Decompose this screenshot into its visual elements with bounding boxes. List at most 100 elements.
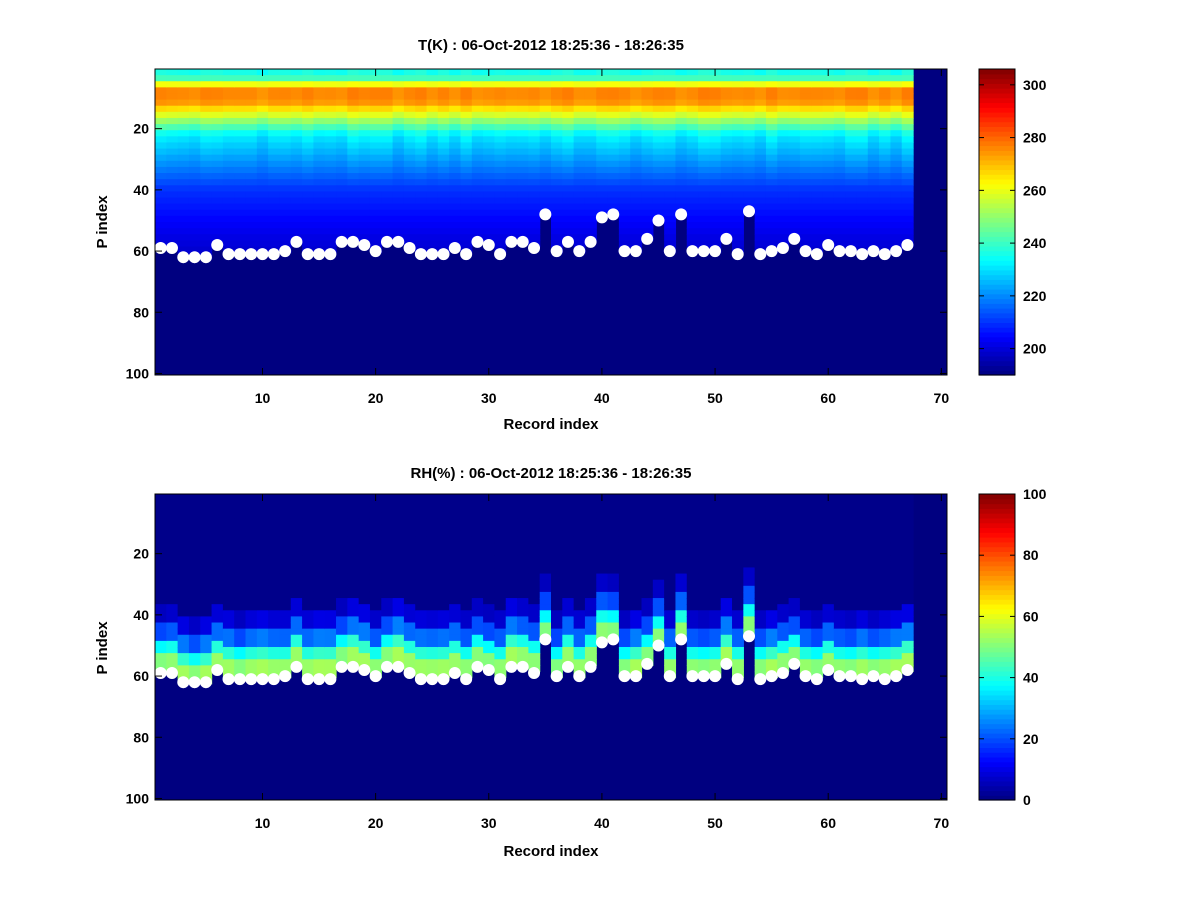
heatmap-cell: [867, 69, 880, 76]
heatmap-cell: [856, 69, 869, 76]
heatmap-cell: [754, 222, 767, 229]
heatmap-cell: [381, 549, 394, 556]
heatmap-cell: [222, 640, 235, 648]
heatmap-cell: [358, 87, 371, 95]
heatmap-cell: [336, 148, 348, 156]
heatmap-cell: [471, 117, 484, 125]
heatmap-cell: [166, 530, 179, 538]
heatmap-cell: [675, 179, 688, 186]
heatmap-cell: [879, 240, 892, 248]
surface-marker: [256, 248, 269, 261]
surface-marker: [460, 673, 473, 686]
heatmap-cell: [867, 653, 880, 660]
heatmap-cell: [381, 209, 394, 217]
heatmap-cell: [415, 500, 428, 507]
heatmap-cell: [754, 105, 767, 113]
heatmap-cell: [392, 228, 405, 235]
heatmap-cell: [720, 191, 733, 199]
heatmap-cell: [630, 647, 643, 654]
heatmap-cell: [313, 222, 326, 229]
heatmap-cell: [505, 579, 518, 587]
heatmap-cell: [777, 209, 790, 217]
heatmap-cell: [471, 179, 484, 186]
heatmap-cell: [290, 160, 303, 168]
heatmap-cell: [845, 130, 858, 137]
heatmap-cell: [551, 616, 563, 624]
heatmap-cell: [234, 203, 247, 211]
heatmap-cell: [268, 653, 281, 660]
heatmap-cell: [222, 124, 235, 131]
heatmap-cell: [290, 228, 303, 235]
heatmap-cell: [517, 154, 529, 162]
heatmap-cell: [279, 518, 292, 526]
heatmap-cell: [607, 500, 620, 507]
heatmap-cell: [471, 610, 484, 617]
heatmap-cell: [358, 69, 371, 76]
heatmap-cell: [166, 634, 179, 642]
heatmap-cell: [324, 197, 337, 205]
heatmap-cell: [177, 142, 190, 150]
heatmap-cell: [188, 228, 201, 235]
heatmap-cell: [460, 512, 473, 520]
colorbar-step: [979, 245, 1015, 252]
heatmap-cell: [822, 549, 835, 556]
heatmap-cell: [777, 99, 790, 107]
colorbar-step: [979, 618, 1015, 624]
heatmap-cell: [347, 494, 360, 501]
heatmap-cell: [562, 209, 575, 217]
colorbar-step: [979, 207, 1015, 214]
heatmap-column: [155, 69, 167, 248]
heatmap-cell: [765, 530, 778, 538]
heatmap-cell: [268, 549, 281, 556]
heatmap-cell: [675, 136, 688, 144]
heatmap-cell: [505, 536, 518, 544]
heatmap-cell: [879, 179, 892, 186]
heatmap-cell: [573, 185, 586, 192]
heatmap-cell: [222, 506, 235, 513]
heatmap-cell: [890, 573, 903, 581]
heatmap-column: [245, 69, 258, 254]
heatmap-cell: [686, 579, 699, 587]
heatmap-cell: [471, 573, 484, 581]
heatmap-cell: [856, 494, 869, 501]
heatmap-cell: [494, 179, 507, 186]
heatmap-cell: [765, 536, 778, 544]
heatmap-cell: [302, 512, 314, 520]
heatmap-cell: [336, 173, 348, 180]
colorbar-step: [979, 155, 1015, 161]
heatmap-cell: [494, 555, 507, 562]
heatmap-cell: [279, 222, 292, 229]
surface-marker: [279, 245, 292, 258]
surface-marker: [211, 238, 224, 251]
heatmap-cell: [879, 173, 892, 180]
heatmap-cell: [641, 622, 654, 630]
heatmap-cell: [607, 93, 620, 101]
heatmap-cell: [754, 506, 767, 513]
heatmap-cell: [155, 647, 167, 654]
surface-marker: [188, 251, 201, 264]
heatmap-cell: [901, 160, 914, 168]
heatmap-cell: [392, 75, 405, 82]
heatmap-cell: [392, 622, 405, 630]
heatmap-cell: [822, 185, 835, 192]
heatmap-cell: [799, 536, 812, 544]
surface-marker: [222, 673, 235, 686]
heatmap-cell: [155, 117, 167, 125]
colorbar-step: [979, 241, 1015, 247]
heatmap-cell: [856, 222, 869, 229]
surface-marker: [833, 245, 846, 258]
heatmap-cell: [664, 117, 677, 125]
heatmap-cell: [449, 166, 462, 174]
heatmap-cell: [505, 130, 518, 137]
heatmap-column: [449, 494, 462, 673]
heatmap-cell: [245, 136, 258, 144]
heatmap-cell: [539, 585, 552, 593]
surface-marker: [347, 660, 359, 673]
heatmap-cell: [901, 142, 914, 150]
heatmap-cell: [177, 622, 190, 630]
heatmap-cell: [471, 142, 484, 150]
heatmap-cell: [392, 105, 405, 113]
heatmap-cell: [324, 203, 337, 211]
heatmap-cell: [765, 228, 778, 235]
